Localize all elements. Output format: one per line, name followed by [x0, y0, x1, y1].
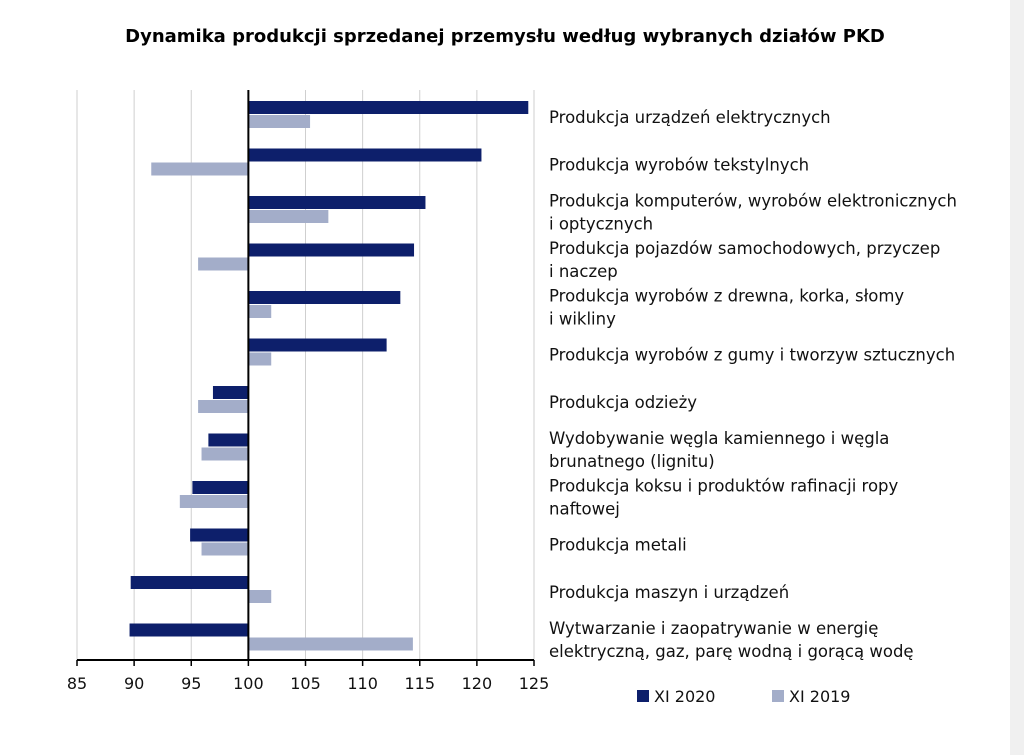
legend-label-xi-2020: XI 2020 — [654, 687, 715, 706]
page-edge-strip — [1010, 0, 1024, 755]
category-label: Produkcja koksu i produktów rafinacji ro… — [549, 476, 899, 495]
x-tick-label: 120 — [462, 674, 493, 693]
x-tick-label: 90 — [124, 674, 144, 693]
legend: XI 2020 XI 2019 — [637, 687, 850, 706]
category-label: Produkcja komputerów, wyrobów elektronic… — [549, 191, 957, 210]
x-tick-label: 110 — [347, 674, 378, 693]
x-tick-label: 95 — [181, 674, 201, 693]
category-label: i wikliny — [549, 309, 616, 328]
category-label: Produkcja wyrobów z drewna, korka, słomy — [549, 286, 904, 305]
legend-label-xi-2019: XI 2019 — [789, 687, 850, 706]
bar-xi-2020 — [129, 623, 249, 637]
category-labels: Produkcja urządzeń elektrycznych Produkcj… — [549, 108, 957, 661]
category-label: i naczep — [549, 262, 618, 281]
bar-xi-2020 — [248, 338, 387, 352]
category-label: brunatnego (lignitu) — [549, 452, 715, 471]
bar-xi-2020 — [212, 386, 249, 399]
x-tick-label: 85 — [67, 674, 87, 693]
bar-xi-2019 — [201, 542, 249, 556]
gridlines — [76, 90, 535, 660]
x-tick-label: 100 — [233, 674, 264, 693]
bar-xi-2019 — [248, 115, 311, 128]
bar-xi-2019 — [151, 162, 249, 176]
bar-xi-2020 — [248, 243, 415, 257]
category-label: Produkcja pojazdów samochodowych, przycz… — [549, 239, 940, 258]
category-label: Produkcja maszyn i urządzeń — [549, 583, 789, 602]
bar-xi-2020 — [248, 148, 482, 162]
category-label: Produkcja urządzeń elektrycznych — [549, 108, 831, 127]
bar-xi-2019 — [248, 352, 272, 366]
bar-xi-2020 — [192, 481, 249, 494]
x-tick-label: 125 — [519, 674, 550, 693]
x-tick-label: 115 — [404, 674, 435, 693]
chart-title: Dynamika produkcji sprzedanej przemysłu … — [125, 26, 885, 47]
bar-xi-2020 — [130, 576, 249, 589]
bar-xi-2019 — [198, 257, 249, 271]
bar-xi-2019 — [179, 495, 249, 508]
category-label: naftowej — [549, 499, 620, 518]
x-tick-label: 105 — [290, 674, 321, 693]
category-label: i optycznych — [549, 214, 653, 233]
category-label: Produkcja wyrobów z gumy i tworzyw sztuc… — [549, 345, 955, 364]
bar-xi-2019 — [248, 590, 272, 603]
bar-xi-2019 — [201, 447, 249, 461]
bar-xi-2020 — [190, 528, 249, 542]
bars — [129, 101, 529, 651]
bar-xi-2020 — [208, 433, 249, 447]
category-label: Wytwarzanie i zaopatrywanie w energię — [549, 619, 878, 638]
category-label: elektryczną, gaz, parę wodną i gorącą wo… — [549, 642, 914, 661]
bar-xi-2020 — [248, 291, 401, 304]
bar-xi-2019 — [248, 637, 413, 651]
legend-swatch-xi-2020 — [637, 690, 649, 702]
category-label: Produkcja wyrobów tekstylnych — [549, 155, 809, 174]
bar-xi-2020 — [248, 101, 529, 114]
category-label: Produkcja odzieży — [549, 393, 697, 412]
bar-xi-2020 — [248, 196, 426, 209]
category-label: Produkcja metali — [549, 535, 687, 554]
bar-xi-2019 — [248, 305, 272, 318]
bar-xi-2019 — [198, 400, 249, 413]
axes: 85 90 95 100 105 110 115 120 125 — [67, 90, 549, 693]
bar-xi-2019 — [248, 210, 329, 223]
category-label: Wydobywanie węgla kamiennego i węgla — [549, 429, 889, 448]
legend-swatch-xi-2019 — [772, 690, 784, 702]
